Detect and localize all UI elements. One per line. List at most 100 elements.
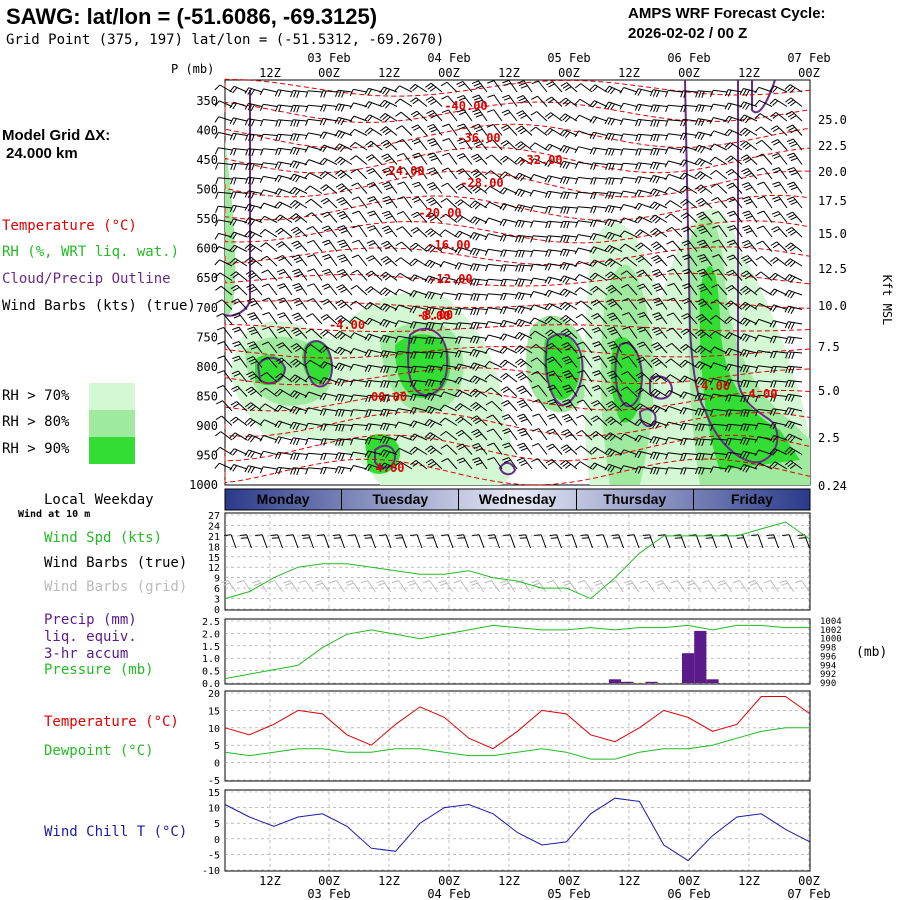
wind-barb (439, 245, 458, 252)
wind-barb (666, 312, 683, 325)
pressure-tick-label: 1002 (820, 626, 842, 636)
wind-barb-10m (704, 534, 717, 549)
wind-barb (394, 447, 413, 455)
wind-barb (697, 239, 713, 252)
wind-barb (319, 131, 338, 139)
wind-barb (605, 191, 623, 200)
wind-barb (619, 449, 638, 456)
wind-barb (306, 313, 323, 325)
pressure-tick-label: 650 (196, 271, 218, 285)
temperature-line (224, 696, 811, 750)
wind-barb (604, 205, 623, 214)
bottom-date-label: 06 Feb (667, 887, 710, 900)
temperature-contour-label: -36.00 (457, 131, 500, 145)
wind-barb (769, 288, 788, 296)
wind-barb (724, 363, 743, 372)
wind-barb (244, 402, 263, 412)
wind-barb (275, 241, 293, 252)
wind-barb (709, 346, 728, 354)
wind-barb-grid (701, 580, 717, 593)
wind-barb (605, 271, 623, 281)
wind-barb (499, 320, 518, 328)
wind-barb (547, 384, 563, 397)
wind-barb (664, 421, 683, 429)
wind-barb (665, 213, 683, 223)
wind-barb (290, 104, 308, 113)
wind-barb (215, 415, 233, 426)
wind-barb (559, 275, 578, 284)
wind-barb (650, 373, 668, 383)
wind-barb-10m (549, 534, 562, 549)
wind-barb (589, 131, 608, 140)
wind-barb (289, 173, 308, 183)
wind-barb (230, 162, 248, 171)
wind-barb (667, 268, 683, 281)
wind-barb (724, 332, 743, 340)
legend-dewpoint: Dewpoint (°C) (44, 743, 154, 759)
bottom-hour-label: 00Z (438, 874, 460, 888)
wind-barb (244, 87, 263, 96)
wind-barb (352, 210, 368, 223)
wind-barb-grid (639, 580, 655, 593)
wind-barb (649, 214, 668, 224)
wind-barb (500, 264, 518, 272)
wind-barb (335, 452, 353, 461)
wind-barb (260, 119, 278, 127)
wind-barb (621, 371, 638, 383)
wind-barb (364, 349, 383, 357)
wind-barb (244, 217, 263, 226)
wind-barb (320, 90, 338, 98)
wind-barb (394, 320, 413, 328)
wind-barb (425, 365, 443, 374)
precip-bars (608, 630, 719, 683)
wind-barb (665, 133, 683, 141)
wind-barb (634, 189, 653, 198)
wind-barb (321, 298, 338, 310)
wind-barb (455, 429, 473, 441)
wind-barb (725, 423, 743, 432)
wind-barb (351, 254, 368, 267)
wind-barb-10m (611, 534, 624, 549)
wind-barb (739, 127, 758, 137)
wind-barb (290, 343, 308, 354)
wind-barb (739, 437, 758, 446)
wind-barb (680, 118, 698, 127)
wind-barb (380, 365, 398, 374)
wind-barb (395, 394, 413, 402)
wind-barb (442, 123, 458, 136)
temperature-contour-label: 00.00 (371, 390, 407, 404)
tick-label: 6 (214, 584, 220, 595)
wind-barb (754, 422, 773, 430)
top-hour-label: 12Z (378, 66, 400, 80)
height-tick-label: 5.0 (818, 384, 840, 398)
wind-barb (260, 242, 278, 252)
wind-barb (274, 436, 293, 444)
wind-barb (274, 161, 293, 170)
wind-barb (334, 156, 353, 166)
wind-barb (425, 212, 443, 223)
wind-barb (517, 413, 533, 426)
temperature-contour (224, 101, 811, 123)
tick-label: 1.5 (202, 642, 220, 653)
wind-barb (620, 256, 638, 267)
wind-barb-grid (252, 580, 268, 593)
wind-barb (530, 220, 548, 228)
wind-barb (607, 326, 623, 339)
wind-barb (425, 96, 443, 107)
wind-barb (304, 159, 323, 166)
wind-barb (366, 167, 383, 180)
wind-barb (574, 260, 593, 268)
wind-barb (230, 401, 248, 412)
wind-barb (305, 198, 323, 209)
wind-barb (471, 429, 488, 441)
wind-barb (724, 115, 743, 124)
wind-barb (260, 162, 278, 170)
wind-barb (409, 420, 428, 428)
wind-barb (589, 233, 608, 241)
wind-barb (709, 103, 728, 111)
wind-barb-10m (565, 534, 578, 549)
temperature-contour-label: -20.00 (418, 206, 461, 220)
wind-barb (320, 452, 338, 461)
legend-precip-l1: Precip (mm) (44, 612, 137, 628)
wind-barb-10m (534, 534, 547, 549)
